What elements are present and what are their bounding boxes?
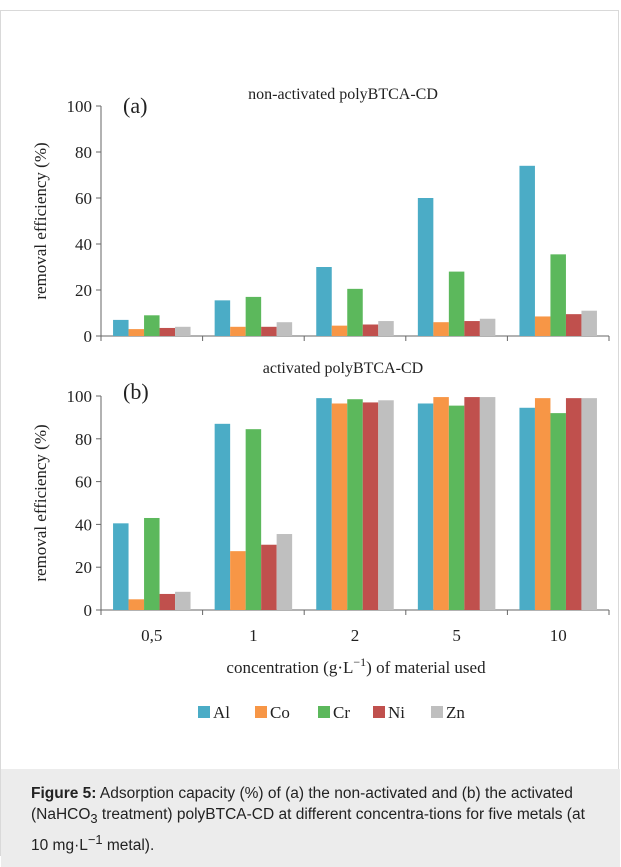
- panel-title: activated polyBTCA-CD: [263, 360, 423, 377]
- caption-subscript: 3: [90, 811, 98, 827]
- panel-title: non-activated polyBTCA-CD: [248, 86, 438, 103]
- caption-label: Figure 5:: [31, 785, 97, 802]
- bar-zn: [581, 398, 597, 610]
- y-tick-label: 0: [84, 601, 93, 620]
- bar-co: [534, 398, 551, 610]
- panel-label: (a): [123, 93, 147, 118]
- panel-label: (b): [123, 379, 149, 404]
- bar-cr: [144, 517, 160, 610]
- bar-co: [433, 397, 449, 610]
- bar-al: [316, 398, 332, 610]
- x-axis-label: concentration (g·L−1) of material used: [226, 655, 486, 677]
- x-tick-label: 0,5: [141, 626, 162, 645]
- bar-al: [113, 523, 129, 610]
- legend-label-cr: Cr: [333, 703, 350, 722]
- figure-caption: Figure 5: Adsorption capacity (%) of (a)…: [1, 769, 620, 867]
- bar-al: [214, 300, 231, 336]
- caption-superscript: −1: [87, 832, 103, 848]
- legend: Al Co Cr Ni Zn: [198, 703, 465, 722]
- bar-zn: [479, 397, 496, 610]
- y-axis-label: removal efficiency (%): [31, 142, 50, 299]
- y-tick-label: 40: [75, 235, 92, 254]
- bar-cr: [550, 413, 566, 610]
- y-tick-label: 60: [75, 473, 92, 492]
- y-tick-label: 20: [75, 558, 92, 577]
- bar-cr: [448, 271, 465, 336]
- bar-cr: [245, 429, 262, 610]
- bar-zn: [479, 318, 496, 336]
- legend-label-ni: Ni: [388, 703, 405, 722]
- x-tick-label: 10: [550, 626, 567, 645]
- bar-cr: [144, 315, 160, 336]
- x-tick-label: 1: [249, 626, 258, 645]
- bar-al: [113, 319, 129, 336]
- caption-text-3: metal).: [102, 837, 155, 855]
- bar-zn: [175, 326, 191, 336]
- bar-co: [331, 325, 348, 336]
- y-tick-label: 80: [75, 430, 92, 449]
- y-axis-label: removal efficiency (%): [31, 424, 50, 581]
- bar-ni: [362, 324, 379, 336]
- bar-zn: [581, 310, 597, 336]
- bar-cr: [448, 405, 465, 610]
- legend-swatch-al: [198, 706, 210, 718]
- x-tick-label: 2: [351, 626, 360, 645]
- figure-chart: (a) non-activated polyBTCA-CD020406080100…: [31, 86, 610, 722]
- y-tick-label: 0: [84, 327, 93, 346]
- bar-ni: [565, 314, 582, 336]
- bar-al: [417, 403, 434, 610]
- legend-swatch-cr: [318, 706, 330, 718]
- caption-text-1: Adsorption capacity (%) of (a) the non-a…: [31, 785, 573, 823]
- y-tick-label: 100: [67, 97, 93, 116]
- legend-swatch-co: [255, 706, 267, 718]
- bar-co: [128, 599, 145, 610]
- bar-cr: [347, 399, 363, 610]
- bar-co: [534, 316, 551, 336]
- panel-b: (b) activated polyBTCA-CD 0 20 40 60 80 100 remo…: [31, 360, 610, 677]
- y-tick-label: 40: [75, 515, 92, 534]
- bar-zn: [378, 400, 394, 610]
- legend-swatch-zn: [431, 706, 443, 718]
- bar-cr: [245, 296, 262, 336]
- bar-zn: [378, 321, 394, 336]
- legend-label-co: Co: [270, 703, 290, 722]
- bar-ni: [261, 326, 277, 336]
- legend-label-al: Al: [213, 703, 230, 722]
- bar-al: [519, 407, 535, 610]
- bar-ni: [159, 327, 176, 336]
- bar-ni: [565, 398, 582, 610]
- bar-al: [417, 198, 434, 336]
- bar-zn: [175, 591, 191, 610]
- bar-cr: [550, 254, 566, 336]
- bar-ni: [362, 402, 379, 610]
- legend-label-zn: Zn: [446, 703, 465, 722]
- bar-cr: [347, 288, 363, 336]
- bar-ni: [464, 321, 480, 336]
- bar-ni: [159, 593, 176, 610]
- y-tick-label: 60: [75, 189, 92, 208]
- bar-al: [214, 423, 231, 610]
- bar-ni: [464, 397, 480, 610]
- x-tick-label: 5: [452, 626, 461, 645]
- bar-al: [316, 267, 332, 336]
- y-tick-label: 20: [75, 281, 92, 300]
- bar-co: [230, 326, 246, 336]
- bar-co: [128, 329, 145, 336]
- y-tick-label: 100: [67, 387, 93, 406]
- figure-frame: (a) non-activated polyBTCA-CD 0 20 40 60 80 100…: [0, 10, 620, 867]
- bar-co: [230, 551, 246, 610]
- bar-co: [433, 322, 449, 336]
- bar-co: [331, 403, 348, 610]
- legend-swatch-ni: [373, 706, 385, 718]
- bar-zn: [276, 534, 293, 610]
- panel-a: (a) non-activated polyBTCA-CD 0 20 40 60 80 100…: [31, 86, 610, 346]
- y-tick-label: 80: [75, 143, 92, 162]
- bar-ni: [261, 544, 277, 610]
- bar-al: [519, 165, 535, 336]
- bar-zn: [276, 322, 293, 336]
- caption-text-2: treatment) polyBTCA-CD at different conc…: [31, 806, 585, 855]
